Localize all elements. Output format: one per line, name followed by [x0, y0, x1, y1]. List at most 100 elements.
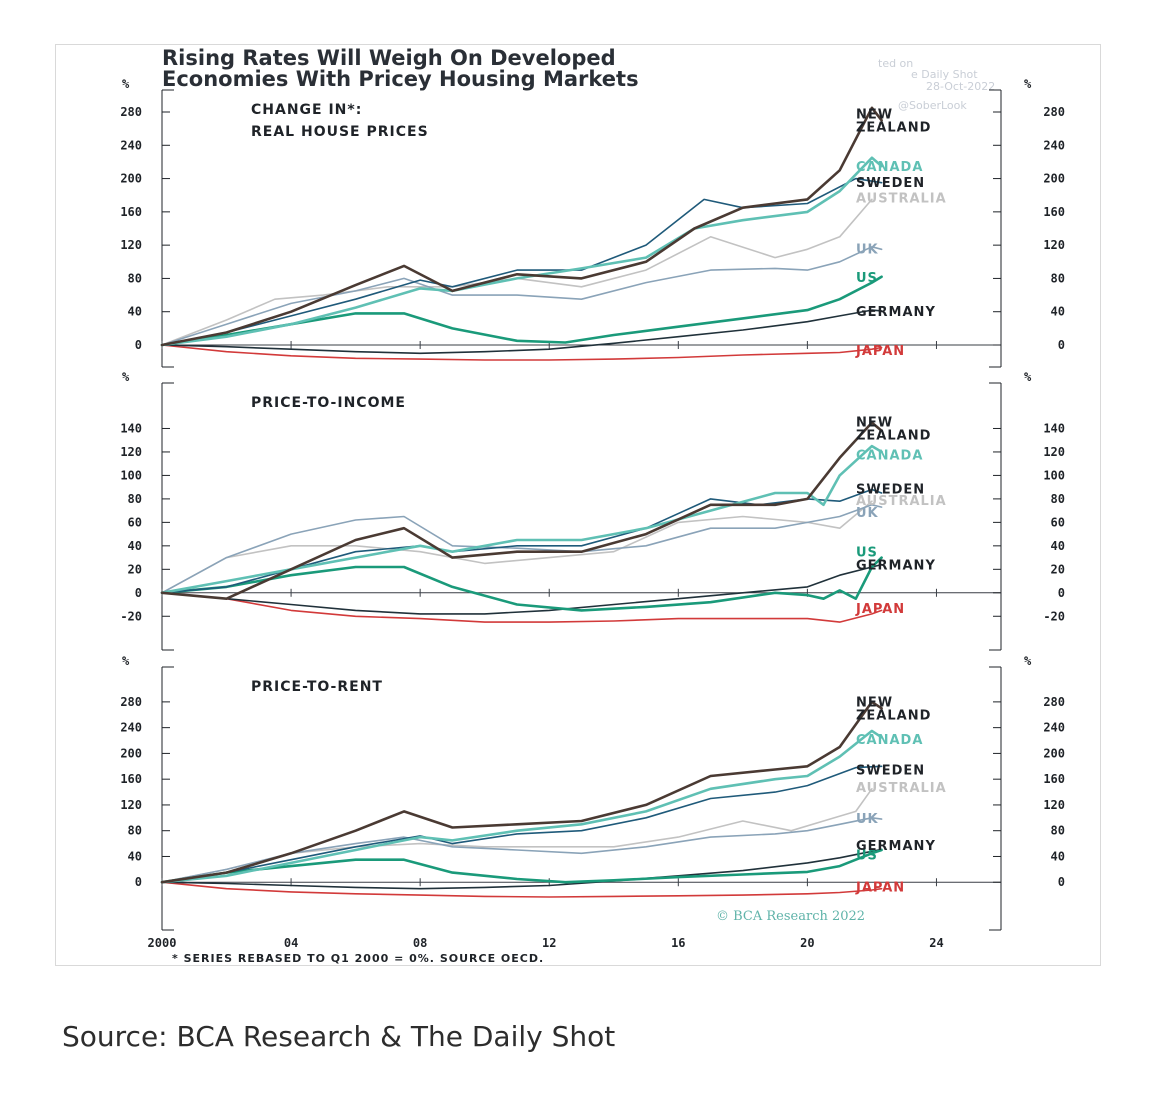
series-line-japan [161, 591, 883, 623]
series-label-new-zealand-2: ZEALAND [856, 120, 931, 135]
panel-title: PRICE-TO-INCOME [251, 395, 406, 411]
y-tick-label-left: 160 [120, 205, 142, 219]
x-tick-label: 12 [542, 936, 556, 950]
x-tick-label: 16 [671, 936, 685, 950]
series-label-germany: GERMANY [856, 559, 936, 574]
y-tick-label-left: 120 [120, 238, 142, 252]
y-unit-right: % [1024, 654, 1032, 668]
y-tick-label-right: 280 [1043, 105, 1065, 119]
y-tick-label-left: 160 [120, 772, 142, 786]
series-label-japan: JAPAN [855, 881, 905, 896]
y-tick-label-left: 240 [120, 138, 142, 152]
y-tick-label-left: 40 [128, 849, 142, 863]
series-label-uk: UK [856, 506, 879, 521]
series-line-japan [161, 881, 883, 898]
y-tick-label-left: 0 [135, 586, 142, 600]
panel-subtitle: REAL HOUSE PRICES [251, 124, 429, 140]
y-tick-label-left: 120 [120, 445, 142, 459]
y-tick-label-left: 60 [128, 515, 142, 529]
series-line-uk [161, 246, 883, 346]
series-label-australia: AUSTRALIA [856, 192, 947, 207]
x-tick-label: 08 [413, 936, 427, 950]
x-tick-label: 20 [800, 936, 814, 950]
y-tick-label-right: 0 [1058, 338, 1065, 352]
y-tick-label-right: 160 [1043, 772, 1065, 786]
panel-2: -20 -20 0 0 20 20 40 40 60 60 80 80 100 100 120 120 140 1… [120, 370, 1065, 651]
y-tick-label-left: 80 [128, 492, 142, 506]
y-tick-label-left: 280 [120, 695, 142, 709]
y-tick-label-right: 40 [1051, 849, 1065, 863]
chart-title-line1: Rising Rates Will Weigh On Developed [162, 46, 616, 70]
y-tick-label-right: 120 [1043, 445, 1065, 459]
y-tick-label-left: 0 [135, 875, 142, 889]
series-label-us: US [856, 271, 878, 286]
series-label-sweden: SWEDEN [856, 764, 925, 779]
panel-title: PRICE-TO-RENT [251, 679, 383, 695]
y-tick-label-right: 40 [1051, 539, 1065, 553]
series-label-canada: CANADA [856, 448, 923, 463]
series-label-new-zealand-1: NEW [856, 107, 893, 122]
y-tick-label-left: 120 [120, 798, 142, 812]
series-line-germany [161, 563, 883, 615]
y-tick-label-right: 80 [1051, 824, 1065, 838]
watermark-line1: ted on [878, 57, 913, 70]
panel-1: 0 0 40 40 80 80 120 120 160 160 200 200 240 240 280 280… [120, 77, 1065, 368]
y-tick-label-right: 200 [1043, 746, 1065, 760]
series-line-us [160, 556, 883, 612]
x-tick-label: 2000 [148, 936, 177, 950]
y-tick-label-right: -20 [1043, 609, 1065, 623]
series-label-australia: AUSTRALIA [856, 494, 947, 509]
y-tick-label-right: 140 [1043, 421, 1065, 435]
series-label-uk: UK [856, 242, 879, 257]
y-tick-label-left: 280 [120, 105, 142, 119]
series-line-us [160, 275, 883, 347]
y-tick-label-left: -20 [120, 609, 142, 623]
watermark-line2: e Daily Shot [911, 68, 978, 81]
series-line-new-zealand [160, 421, 883, 601]
y-tick-label-right: 240 [1043, 138, 1065, 152]
chart-title-line2: Economies With Pricey Housing Markets [162, 67, 639, 91]
series-line-germany [161, 848, 883, 890]
y-tick-label-left: 40 [128, 539, 142, 553]
series-label-us: US [856, 849, 878, 864]
series-line-sweden [161, 765, 883, 884]
y-tick-label-left: 200 [120, 172, 142, 186]
y-tick-label-left: 140 [120, 421, 142, 435]
y-tick-label-right: 100 [1043, 468, 1065, 482]
x-tick-label: 04 [284, 936, 298, 950]
y-unit-right: % [1024, 370, 1032, 384]
series-label-uk: UK [856, 812, 879, 827]
y-tick-label-left: 40 [128, 305, 142, 319]
y-unit-left: % [122, 654, 130, 668]
series-label-japan: JAPAN [855, 344, 905, 359]
y-tick-label-right: 80 [1051, 271, 1065, 285]
series-label-sweden: SWEDEN [856, 482, 925, 497]
y-tick-label-right: 120 [1043, 798, 1065, 812]
series-label-germany: GERMANY [856, 839, 936, 854]
series-label-germany: GERMANY [856, 305, 936, 320]
y-tick-label-left: 80 [128, 271, 142, 285]
series-line-canada [160, 156, 883, 347]
series-label-canada: CANADA [856, 733, 923, 748]
y-tick-label-right: 40 [1051, 305, 1065, 319]
series-label-new-zealand-1: NEW [856, 695, 893, 710]
y-tick-label-left: 20 [128, 562, 142, 576]
panel-title: CHANGE IN*: [251, 102, 362, 118]
x-tick-label: 24 [929, 936, 943, 950]
series-line-new-zealand [160, 106, 883, 347]
y-tick-label-right: 60 [1051, 515, 1065, 529]
y-tick-label-right: 20 [1051, 562, 1065, 576]
y-tick-label-left: 200 [120, 746, 142, 760]
watermark-line4: @SoberLook [898, 99, 967, 112]
y-unit-left: % [122, 370, 130, 384]
y-unit-left: % [122, 77, 130, 91]
y-unit-right: % [1024, 77, 1032, 91]
series-label-us: US [856, 546, 878, 561]
series-label-new-zealand-1: NEW [856, 415, 893, 430]
source-caption: Source: BCA Research & The Daily Shot [62, 1020, 616, 1053]
series-line-canada [160, 729, 883, 884]
chart-svg: Rising Rates Will Weigh On Developed Eco… [120, 46, 1065, 965]
series-line-new-zealand [160, 700, 883, 884]
